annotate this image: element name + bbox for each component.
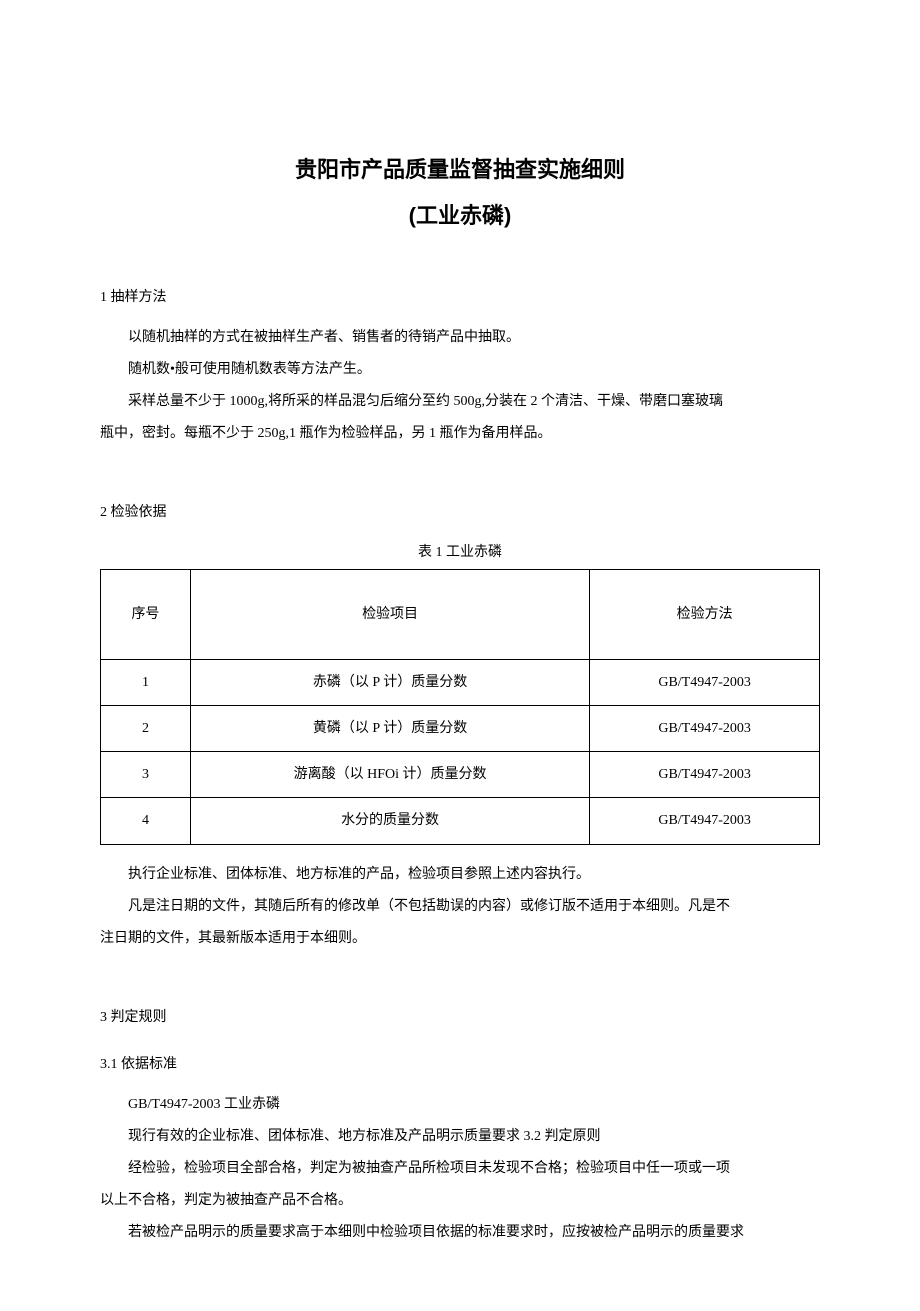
table-cell-method: GB/T4947-2003 — [590, 752, 820, 798]
section3-sub1-p4: 若被检产品明示的质量要求高于本细则中检验项目依据的标准要求时，应按被检产品明示的… — [100, 1219, 820, 1247]
section3-heading: 3 判定规则 — [100, 1005, 820, 1030]
table-cell-method: GB/T4947-2003 — [590, 798, 820, 844]
section1-p1: 以随机抽样的方式在被抽样生产者、销售者的待销产品中抽取。 — [100, 324, 820, 352]
section2-p2-first: 凡是注日期的文件，其随后所有的修改单（不包括勘误的内容）或修订版不适用于本细则。… — [100, 893, 820, 921]
table-cell-num: 2 — [101, 705, 191, 751]
section2-p1: 执行企业标准、团体标准、地方标准的产品，检验项目参照上述内容执行。 — [100, 861, 820, 889]
table-cell-num: 1 — [101, 659, 191, 705]
table-header-item: 检验项目 — [190, 569, 589, 659]
table-caption: 表 1 工业赤磷 — [100, 540, 820, 565]
table-row: 2 黄磷（以 P 计）质量分数 GB/T4947-2003 — [101, 705, 820, 751]
section1-p3-rest: 瓶中，密封。每瓶不少于 250g,1 瓶作为检验样品，另 1 瓶作为备用样品。 — [100, 420, 820, 448]
table-row: 3 游离酸（以 HFOi 计）质量分数 GB/T4947-2003 — [101, 752, 820, 798]
section1-p3-first: 采样总量不少于 1000g,将所采的样品混匀后缩分至约 500g,分装在 2 个… — [100, 388, 820, 416]
section3-sub1-p2: 现行有效的企业标准、团体标准、地方标准及产品明示质量要求 3.2 判定原则 — [100, 1123, 820, 1151]
table-cell-item: 游离酸（以 HFOi 计）质量分数 — [190, 752, 589, 798]
table-cell-num: 3 — [101, 752, 191, 798]
table-cell-item: 赤磷（以 P 计）质量分数 — [190, 659, 589, 705]
table-cell-item: 水分的质量分数 — [190, 798, 589, 844]
section2-heading: 2 检验依据 — [100, 500, 820, 525]
table-cell-item: 黄磷（以 P 计）质量分数 — [190, 705, 589, 751]
section1-p2: 随机数•般可使用随机数表等方法产生。 — [100, 356, 820, 384]
table-header-method: 检验方法 — [590, 569, 820, 659]
document-title: 贵阳市产品质量监督抽查实施细则 — [100, 150, 820, 190]
section3-sub1-heading: 3.1 依据标准 — [100, 1052, 820, 1077]
table-header-num: 序号 — [101, 569, 191, 659]
section2-p2-rest: 注日期的文件，其最新版本适用于本细则。 — [100, 925, 820, 953]
section3-sub1-p3-first: 经检验，检验项目全部合格，判定为被抽查产品所检项目未发现不合格；检验项目中任一项… — [100, 1155, 820, 1183]
table-cell-method: GB/T4947-2003 — [590, 705, 820, 751]
section3-sub1-p1: GB/T4947-2003 工业赤磷 — [100, 1091, 820, 1119]
inspection-table: 序号 检验项目 检验方法 1 赤磷（以 P 计）质量分数 GB/T4947-20… — [100, 569, 820, 845]
table-row: 1 赤磷（以 P 计）质量分数 GB/T4947-2003 — [101, 659, 820, 705]
table-row: 4 水分的质量分数 GB/T4947-2003 — [101, 798, 820, 844]
section1-heading: 1 抽样方法 — [100, 285, 820, 310]
table-cell-method: GB/T4947-2003 — [590, 659, 820, 705]
document-subtitle: (工业赤磷) — [100, 196, 820, 236]
table-cell-num: 4 — [101, 798, 191, 844]
section3-sub1-p3-rest: 以上不合格，判定为被抽查产品不合格。 — [100, 1187, 820, 1215]
table-header-row: 序号 检验项目 检验方法 — [101, 569, 820, 659]
